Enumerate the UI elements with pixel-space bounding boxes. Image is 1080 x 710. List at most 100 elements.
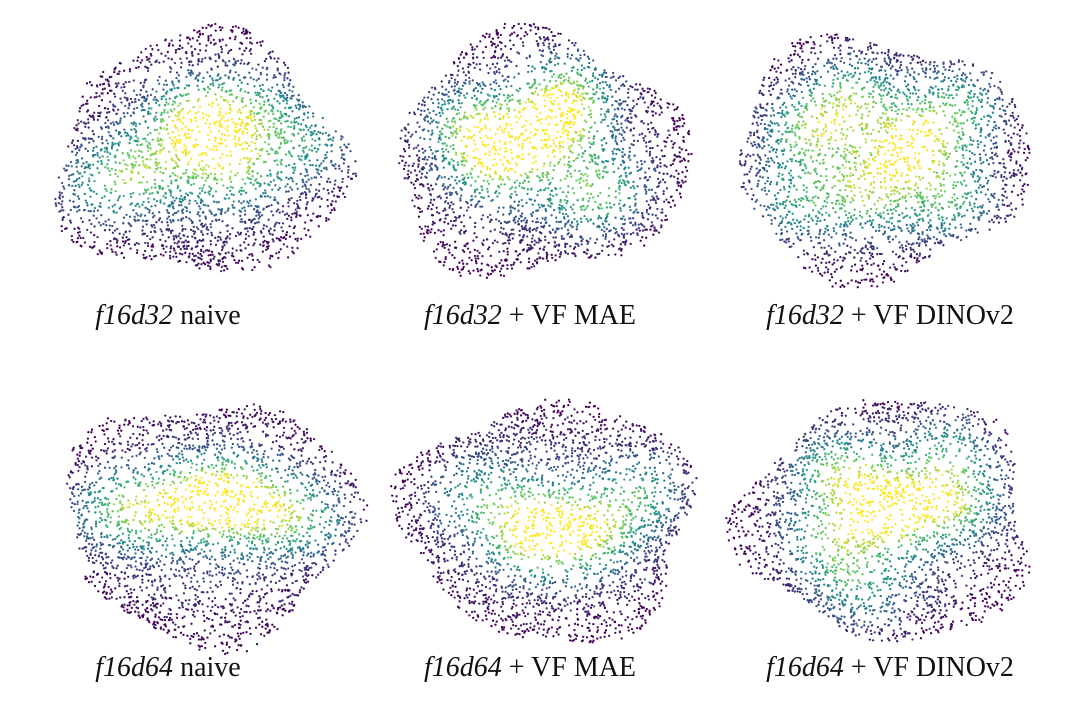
scatter-point (444, 135, 448, 139)
scatter-point (641, 229, 645, 232)
scatter-point (152, 223, 156, 227)
scatter-point (442, 188, 445, 191)
scatter-point (607, 108, 610, 111)
scatter-point (78, 149, 81, 152)
scatter-point (607, 194, 610, 197)
scatter-point (577, 153, 580, 156)
scatter-point (248, 253, 251, 256)
scatter-point (536, 257, 539, 261)
scatter-point (517, 22, 520, 26)
scatter-point (533, 239, 536, 242)
scatter-point (600, 139, 603, 142)
scatter-point (469, 199, 473, 202)
scatter-point (562, 237, 566, 240)
scatter-point (618, 247, 622, 250)
scatter-point (536, 226, 539, 229)
scatter-point (215, 182, 219, 185)
scatter-point (216, 239, 220, 242)
scatter-point (226, 119, 230, 122)
scatter-point (479, 136, 482, 140)
scatter-point (441, 154, 444, 158)
scatter-point (614, 135, 618, 138)
scatter-point (565, 94, 568, 97)
scatter-point (513, 170, 517, 174)
scatter-point (254, 238, 257, 241)
scatter-point (521, 142, 524, 146)
scatter-point (118, 131, 122, 134)
scatter-point (521, 181, 525, 185)
scatter-point (452, 203, 455, 206)
scatter-point (599, 191, 602, 195)
scatter-point (615, 141, 618, 144)
scatter-point (432, 119, 435, 122)
scatter-point (520, 239, 523, 242)
scatter-point (185, 168, 188, 172)
scatter-point (517, 209, 520, 213)
scatter-point (603, 113, 606, 116)
scatter-point (113, 95, 117, 98)
scatter-point (562, 125, 565, 129)
scatter-point (408, 111, 411, 115)
scatter-point (570, 175, 573, 178)
scatter-point (481, 255, 484, 258)
scatter-point (259, 154, 262, 158)
scatter-point (659, 98, 662, 101)
scatter-point (169, 231, 173, 235)
scatter-point (459, 129, 462, 132)
scatter-point (584, 77, 588, 80)
scatter-point (513, 138, 517, 141)
scatter-point (210, 24, 214, 27)
scatter-point (321, 116, 324, 120)
scatter-point (661, 178, 665, 181)
scatter-point (643, 185, 646, 189)
scatter-point (347, 165, 350, 168)
scatter-point (506, 176, 509, 179)
scatter-point (240, 201, 243, 205)
scatter-point (436, 149, 439, 153)
scatter-point (262, 208, 265, 211)
scatter-point (77, 204, 81, 208)
scatter-point (74, 153, 78, 157)
scatter-point (177, 80, 181, 83)
scatter-point (185, 261, 188, 264)
scatter-point (647, 127, 650, 131)
scatter-point (153, 226, 156, 229)
scatter-point (464, 144, 467, 148)
scatter-point (124, 240, 127, 243)
scatter-point (633, 204, 637, 207)
scatter-point (178, 259, 182, 263)
scatter-point (161, 179, 164, 182)
scatter-point (234, 174, 237, 177)
scatter-point (601, 95, 604, 98)
scatter-point (572, 99, 576, 102)
scatter-point (514, 186, 517, 189)
scatter-point (452, 143, 455, 147)
scatter-point (451, 125, 455, 128)
scatter-point (154, 115, 157, 118)
scatter-point (444, 157, 448, 160)
scatter-point (476, 188, 479, 191)
scatter-point (536, 217, 539, 220)
scatter-point (443, 123, 446, 127)
scatter-point (521, 227, 524, 231)
scatter-point (533, 78, 536, 81)
scatter-point (258, 133, 261, 137)
scatter-point (491, 178, 494, 181)
scatter-point (174, 252, 177, 255)
scatter-point (495, 101, 498, 104)
scatter-point (211, 148, 215, 151)
scatter-point (503, 220, 506, 224)
scatter-point (629, 109, 632, 113)
scatter-point (459, 53, 462, 56)
scatter-point (543, 92, 547, 95)
scatter-point (168, 150, 171, 153)
scatter-point (654, 199, 657, 202)
scatter-point (197, 251, 200, 255)
scatter-point (88, 141, 91, 144)
scatter-point (273, 97, 276, 100)
scatter-point (595, 170, 598, 174)
scatter-point (292, 127, 296, 130)
scatter-point (649, 140, 652, 143)
scatter-point (249, 98, 252, 101)
scatter-point (609, 88, 613, 92)
